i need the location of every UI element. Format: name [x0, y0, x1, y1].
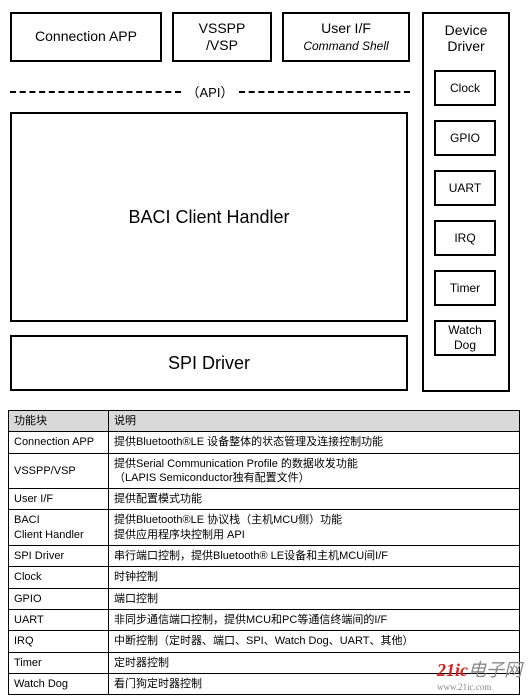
watermark-brand-left: 21ic — [437, 660, 468, 680]
device-driver-label: Device Driver — [424, 22, 508, 54]
baci-client-handler-label: BACI Client Handler — [128, 206, 289, 229]
cell-block: VSSPP/VSP — [9, 453, 109, 489]
baci-client-handler-box: BACI Client Handler — [10, 112, 408, 322]
gpio-label: GPIO — [450, 131, 480, 146]
cell-block: Watch Dog — [9, 673, 109, 694]
user-if-label: User I/F — [321, 20, 371, 36]
cell-desc: 提供Bluetooth®LE 协议栈（主机MCU侧）功能 提供应用程序块控制用 … — [109, 510, 520, 546]
timer-label: Timer — [450, 281, 480, 296]
cell-desc: 中断控制（定时器、端口、SPI、Watch Dog、UART、其他） — [109, 631, 520, 652]
cell-block: UART — [9, 609, 109, 630]
table-row: IRQ中断控制（定时器、端口、SPI、Watch Dog、UART、其他） — [9, 631, 520, 652]
table-header-row: 功能块说明 — [9, 411, 520, 432]
table-row: UART非同步通信端口控制，提供MCU和PC等通信终端间的I/F — [9, 609, 520, 630]
cell-desc: 提供配置模式功能 — [109, 489, 520, 510]
cell-block: User I/F — [9, 489, 109, 510]
cell-desc: 端口控制 — [109, 588, 520, 609]
function-table-wrapper: 功能块说明 Connection APP提供Bluetooth®LE 设备整体的… — [8, 410, 520, 695]
api-label: （API） — [181, 82, 240, 101]
user-if-sublabel: Command Shell — [303, 39, 388, 53]
cell-desc: 提供Bluetooth®LE 设备整体的状态管理及连接控制功能 — [109, 432, 520, 453]
uart-label: UART — [449, 181, 481, 196]
architecture-diagram: Connection APP VSSPP /VSP User I/F Command … — [0, 0, 528, 405]
cell-block: BACI Client Handler — [9, 510, 109, 546]
connection-app-box: Connection APP — [10, 12, 162, 62]
gpio-box: GPIO — [434, 120, 496, 156]
vsspp-vsp-label: VSSPP /VSP — [199, 20, 246, 55]
spi-driver-label: SPI Driver — [168, 352, 250, 375]
col-header-desc: 说明 — [109, 411, 520, 432]
connection-app-label: Connection APP — [35, 28, 137, 46]
cell-desc: 时钟控制 — [109, 567, 520, 588]
table-row: GPIO端口控制 — [9, 588, 520, 609]
cell-block: Connection APP — [9, 432, 109, 453]
watchdog-box: Watch Dog — [434, 320, 496, 356]
timer-box: Timer — [434, 270, 496, 306]
cell-desc: 非同步通信端口控制，提供MCU和PC等通信终端间的I/F — [109, 609, 520, 630]
table-row: VSSPP/VSP提供Serial Communication Profile … — [9, 453, 520, 489]
cell-block: Timer — [9, 652, 109, 673]
cell-block: GPIO — [9, 588, 109, 609]
irq-box: IRQ — [434, 220, 496, 256]
vsspp-vsp-box: VSSPP /VSP — [172, 12, 272, 62]
user-if-box: User I/F Command Shell — [282, 12, 410, 62]
table-row: Connection APP提供Bluetooth®LE 设备整体的状态管理及连… — [9, 432, 520, 453]
watermark-brand-right: 电子网 — [468, 660, 522, 680]
watchdog-label: Watch Dog — [448, 323, 482, 353]
watermark-url: www.21ic.com — [437, 682, 522, 692]
cell-block: Clock — [9, 567, 109, 588]
clock-label: Clock — [450, 81, 480, 96]
table-row: BACI Client Handler提供Bluetooth®LE 协议栈（主机… — [9, 510, 520, 546]
table-row: User I/F提供配置模式功能 — [9, 489, 520, 510]
cell-block: SPI Driver — [9, 546, 109, 567]
cell-desc: 提供Serial Communication Profile 的数据收发功能 （… — [109, 453, 520, 489]
col-header-block: 功能块 — [9, 411, 109, 432]
uart-box: UART — [434, 170, 496, 206]
table-row: Clock时钟控制 — [9, 567, 520, 588]
table-row: SPI Driver串行端口控制，提供Bluetooth® LE设备和主机MCU… — [9, 546, 520, 567]
clock-box: Clock — [434, 70, 496, 106]
watermark: 21ic电子网 www.21ic.com — [437, 656, 522, 692]
irq-label: IRQ — [454, 231, 475, 246]
function-table: 功能块说明 Connection APP提供Bluetooth®LE 设备整体的… — [8, 410, 520, 695]
api-divider: （API） — [10, 82, 410, 101]
spi-driver-box: SPI Driver — [10, 335, 408, 391]
cell-block: IRQ — [9, 631, 109, 652]
cell-desc: 串行端口控制，提供Bluetooth® LE设备和主机MCU间I/F — [109, 546, 520, 567]
